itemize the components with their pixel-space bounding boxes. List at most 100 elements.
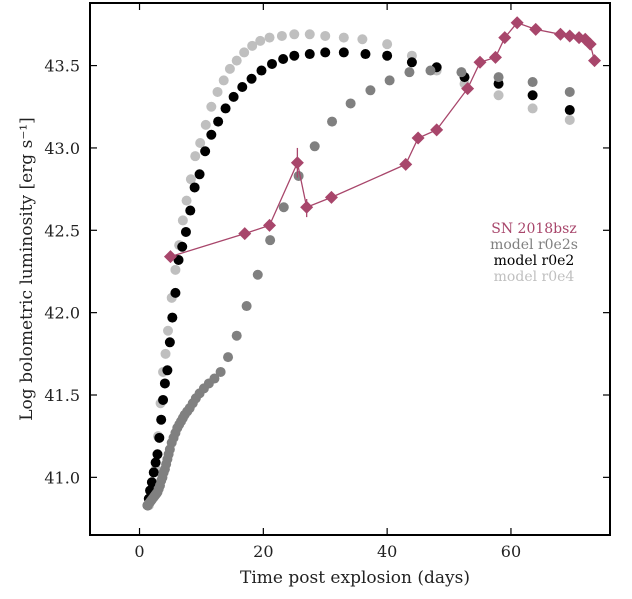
data-point [493, 72, 504, 83]
data-point [327, 116, 338, 127]
data-point [304, 49, 315, 60]
data-point [181, 195, 192, 206]
y-tick-label: 41.5 [44, 386, 80, 405]
data-point [527, 77, 538, 88]
data-point [263, 218, 277, 232]
data-point [267, 58, 277, 69]
y-tick-label: 43.0 [44, 139, 80, 158]
x-tick-label: 60 [501, 542, 521, 561]
data-point [406, 57, 417, 68]
y-axis-label: Log bolometric luminosity [erg s⁻¹] [17, 117, 37, 420]
data-point [241, 301, 252, 312]
data-point [553, 27, 567, 41]
data-point [357, 34, 368, 45]
data-point [154, 432, 165, 443]
data-point [194, 169, 205, 180]
x-tick-label: 40 [377, 542, 397, 561]
data-point [162, 365, 173, 376]
data-point [411, 131, 425, 145]
plot-marks [142, 16, 602, 511]
data-point [527, 103, 538, 114]
data-point [163, 325, 173, 336]
data-point [170, 264, 181, 275]
data-point [583, 37, 597, 51]
data-point [264, 32, 275, 43]
data-point [156, 414, 167, 425]
data-point [190, 151, 201, 162]
data-point [276, 30, 287, 41]
plot-frame [89, 2, 611, 536]
data-point [163, 250, 177, 264]
legend-entry-model-r0e4: model r0e4 [494, 269, 575, 285]
x-axis-label: Time post explosion (days) [240, 568, 470, 588]
data-point [239, 47, 250, 58]
data-point [360, 49, 371, 60]
data-point [255, 35, 266, 46]
data-point [195, 138, 206, 148]
data-point [345, 98, 356, 109]
y-tick-label: 42.5 [44, 221, 80, 240]
series-model-r0e2 [142, 47, 575, 511]
x-tick-label: 20 [253, 542, 273, 561]
data-point [365, 85, 376, 96]
data-point [456, 67, 467, 78]
data-point [338, 32, 349, 43]
data-point [228, 91, 239, 102]
data-point [167, 312, 178, 323]
data-point [293, 170, 304, 181]
data-point [185, 174, 196, 185]
data-point [231, 55, 242, 66]
data-point [564, 114, 575, 125]
data-point [425, 65, 436, 76]
data-point [231, 330, 242, 341]
data-point [278, 54, 289, 64]
series-model-r0e2s [142, 65, 575, 511]
legend-entry-sn-2018bsz: SN 2018bsz [491, 221, 576, 237]
data-point [289, 50, 300, 61]
data-point [223, 352, 234, 363]
data-point [461, 82, 475, 96]
data-point [159, 378, 170, 389]
data-point [382, 39, 393, 50]
data-point [180, 226, 191, 237]
data-point [215, 366, 226, 377]
data-point [177, 215, 188, 226]
data-point [238, 227, 252, 241]
data-point [185, 205, 196, 216]
data-point [588, 54, 602, 68]
data-point [564, 86, 575, 97]
data-point [399, 157, 413, 171]
data-point [320, 30, 331, 41]
data-point [164, 337, 175, 348]
data-point [278, 202, 289, 213]
data-point [265, 235, 276, 246]
axis-ticks: 0 20 40 60 41.0 41.5 42.0 42.5 43.0 43.5 [44, 3, 610, 561]
data-point [564, 105, 575, 116]
data-point [148, 467, 159, 478]
data-point [246, 73, 257, 84]
data-point [384, 75, 395, 86]
data-point [309, 141, 320, 152]
data-point [160, 348, 171, 359]
data-point [529, 22, 543, 36]
data-point [256, 65, 267, 76]
data-point [473, 55, 487, 69]
data-point [563, 29, 577, 43]
y-tick-label: 42.0 [44, 304, 80, 323]
y-tick-label: 41.0 [44, 468, 80, 487]
legend-entry-model-r0e2s: model r0e2s [490, 237, 578, 253]
data-point [206, 101, 217, 112]
data-point [146, 477, 157, 488]
data-point [206, 129, 217, 140]
data-point [209, 373, 220, 384]
data-point [224, 63, 235, 74]
data-point [300, 200, 314, 214]
data-point [247, 40, 258, 51]
data-point [189, 182, 200, 193]
data-point [527, 90, 538, 101]
data-point [200, 119, 211, 130]
data-point [324, 190, 338, 204]
series-sn-2018bsz [163, 16, 602, 264]
